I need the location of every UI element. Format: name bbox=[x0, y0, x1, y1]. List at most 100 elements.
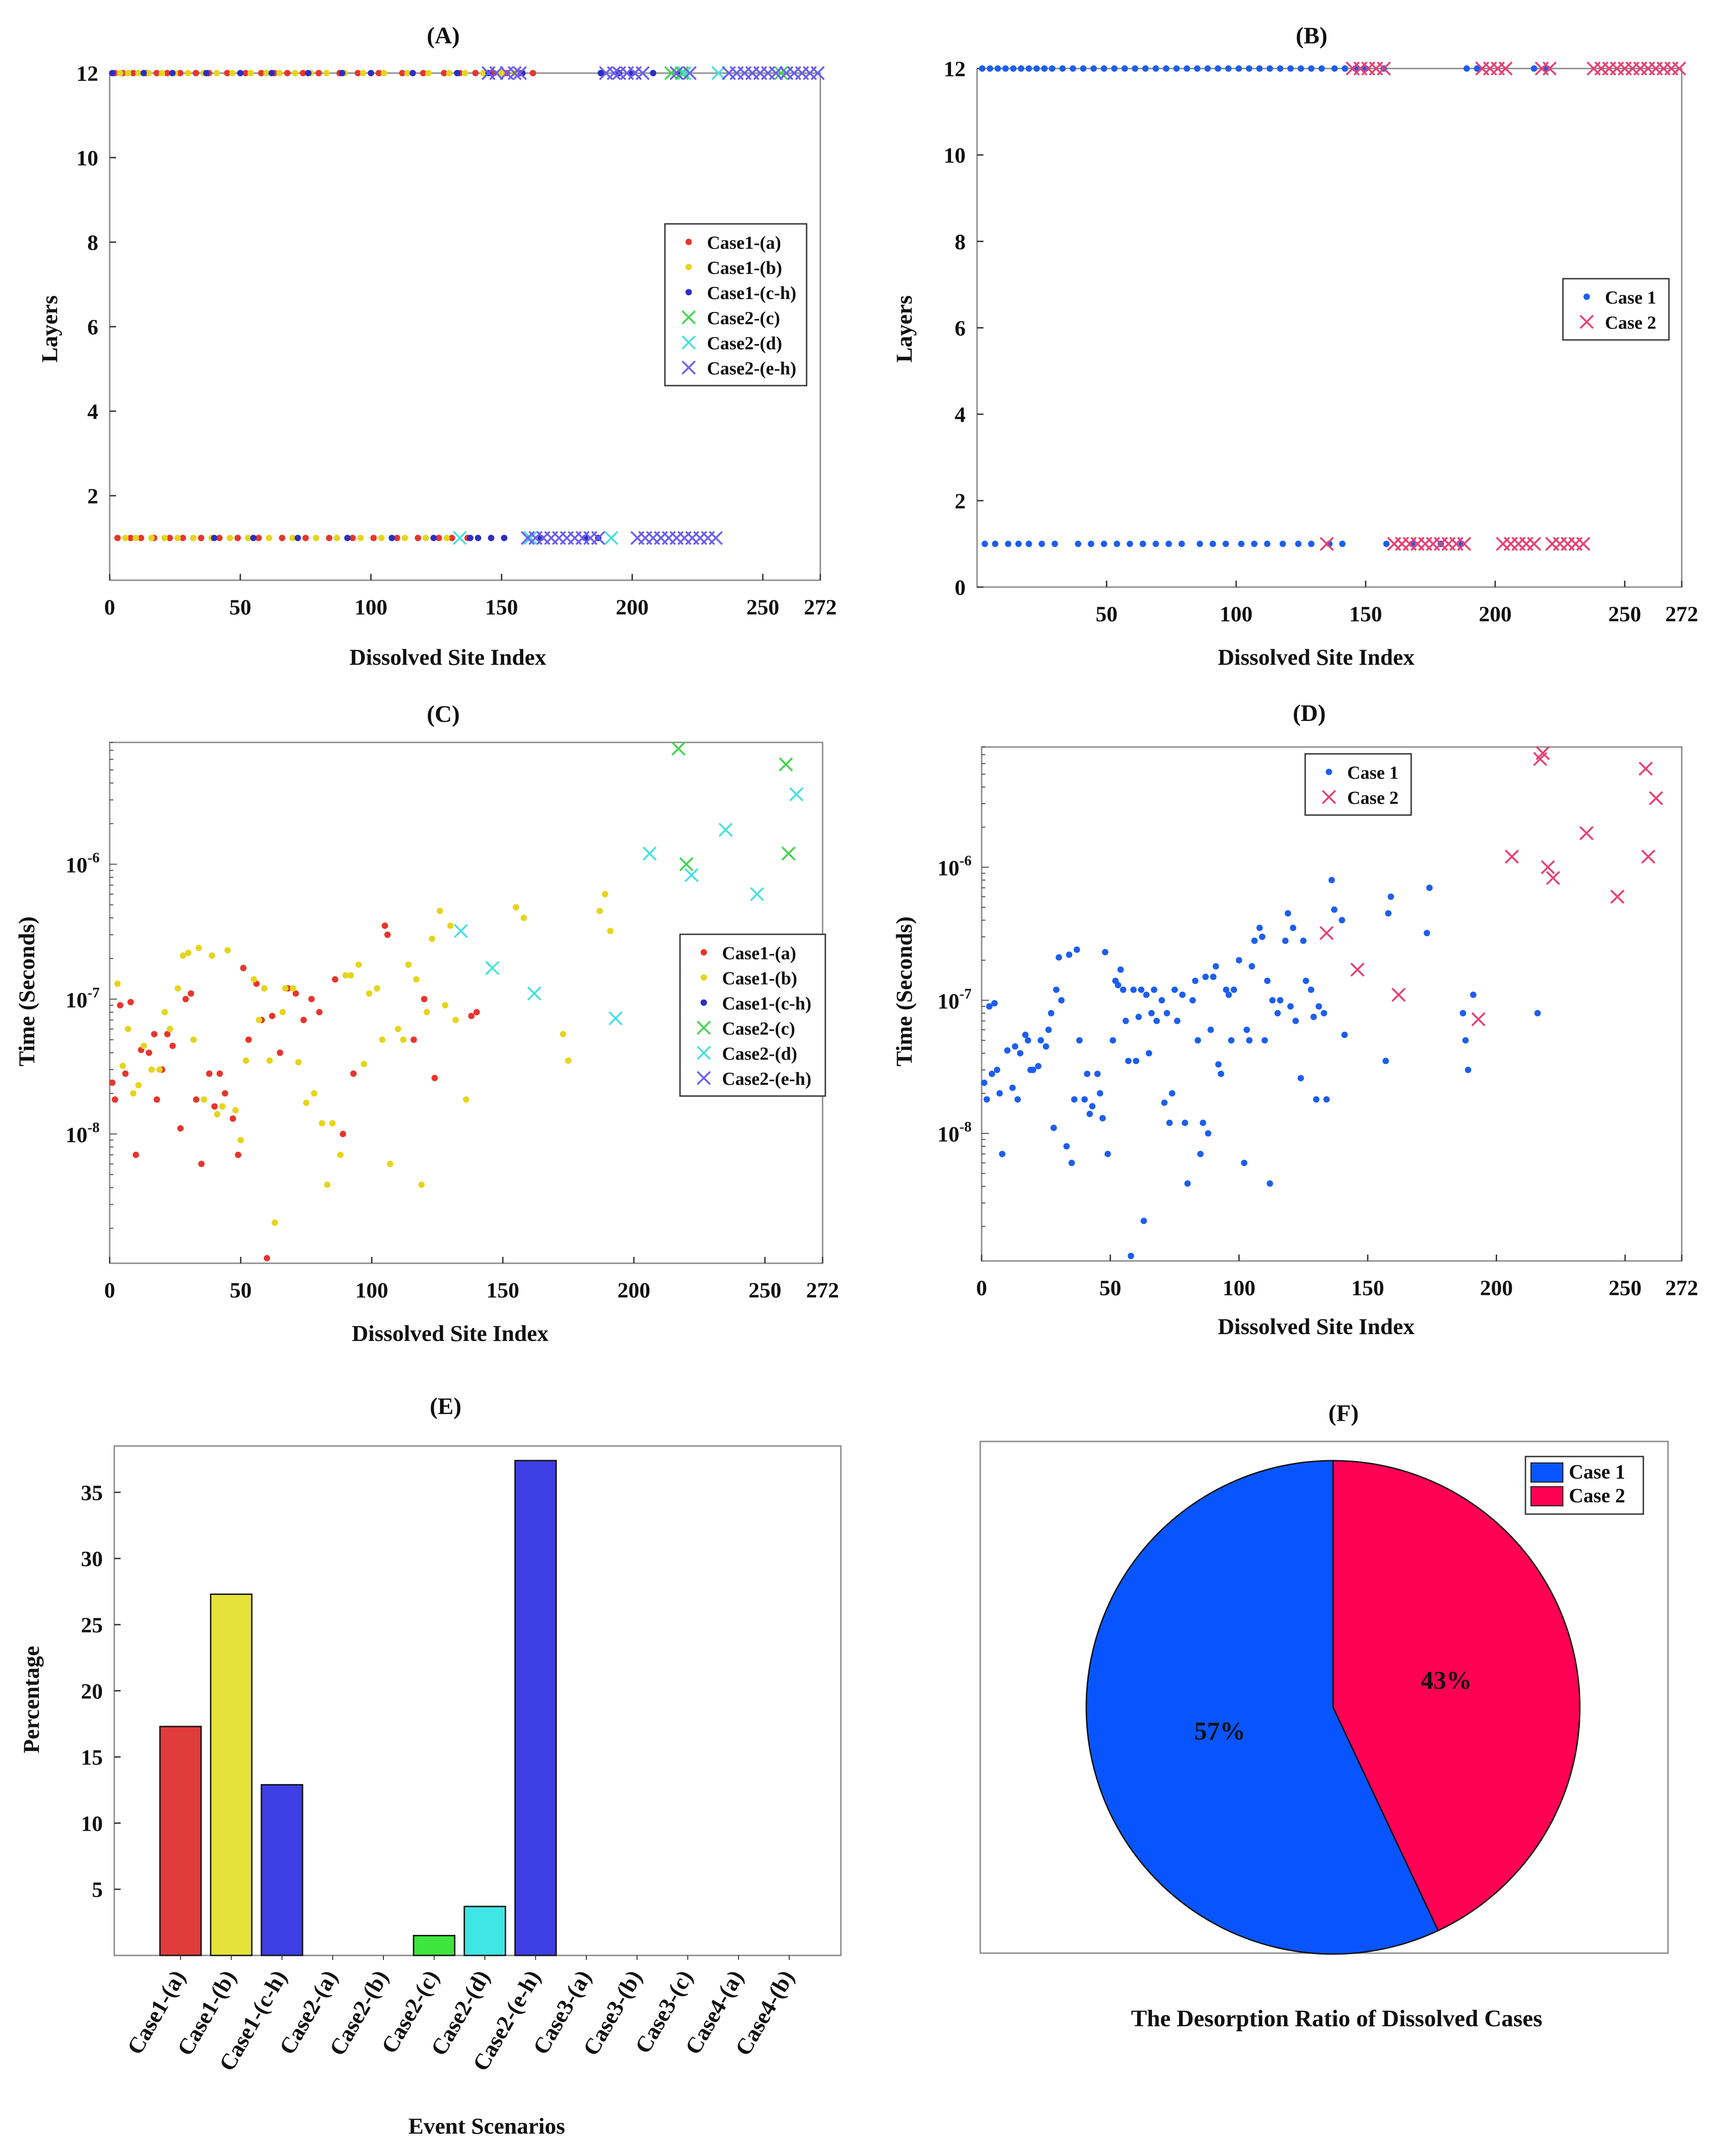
y-tick-label: 2 bbox=[87, 484, 98, 509]
data-point bbox=[402, 535, 409, 541]
data-point bbox=[203, 70, 210, 76]
y-tick-label: 10-8 bbox=[937, 1118, 972, 1147]
data-point bbox=[1073, 946, 1080, 953]
x-tick-label: 100 bbox=[355, 595, 388, 620]
data-point bbox=[1350, 962, 1365, 977]
data-point bbox=[1126, 540, 1133, 547]
data-point bbox=[418, 1181, 425, 1188]
data-point bbox=[1259, 933, 1265, 940]
legend-marker bbox=[701, 974, 707, 981]
data-point bbox=[1086, 1111, 1093, 1118]
legend-marker bbox=[696, 1021, 711, 1035]
data-point bbox=[1246, 65, 1253, 72]
legend-label: Case1-(a) bbox=[707, 233, 781, 253]
data-point bbox=[991, 1000, 998, 1006]
panel-C-legend: Case1-(a) Case1-(b) Case1-(c-h) Case2-(c) Ca… bbox=[679, 933, 826, 1097]
data-point bbox=[166, 1026, 173, 1033]
data-point bbox=[467, 535, 473, 541]
y-tick-label: 10 bbox=[81, 1812, 103, 1836]
data-point bbox=[441, 70, 447, 76]
data-point bbox=[1266, 65, 1273, 72]
data-point bbox=[109, 1079, 116, 1086]
data-point bbox=[1610, 890, 1625, 904]
panel-B-title: (B) bbox=[1296, 23, 1327, 49]
data-point bbox=[122, 1070, 129, 1077]
legend-label: Case2-(e-h) bbox=[722, 1069, 812, 1089]
data-point bbox=[148, 1066, 155, 1073]
data-point bbox=[789, 787, 804, 801]
data-point bbox=[981, 1079, 988, 1086]
data-point bbox=[1209, 540, 1216, 547]
data-point bbox=[379, 1036, 386, 1043]
data-point bbox=[1014, 1096, 1021, 1103]
panel-A-y-axis-label: Layers bbox=[37, 295, 62, 362]
panel-A-series-case2-e-h- bbox=[481, 66, 825, 545]
data-point bbox=[1462, 1037, 1469, 1044]
data-point bbox=[1184, 65, 1190, 72]
data-point bbox=[513, 66, 527, 80]
data-point bbox=[1210, 974, 1217, 980]
data-point bbox=[1376, 61, 1391, 76]
data-point bbox=[208, 952, 215, 959]
data-point bbox=[1236, 957, 1243, 964]
data-point bbox=[112, 1096, 118, 1103]
bar-case1-c-h- bbox=[260, 1784, 303, 1956]
data-point bbox=[1269, 997, 1276, 1004]
data-point bbox=[1153, 65, 1159, 72]
data-point bbox=[394, 1026, 401, 1033]
data-point bbox=[234, 535, 241, 541]
data-point bbox=[986, 1003, 993, 1010]
data-point bbox=[1142, 65, 1149, 72]
data-point bbox=[1238, 540, 1245, 547]
data-point bbox=[404, 70, 411, 76]
data-point bbox=[1005, 540, 1012, 547]
y-tick-base: 10 bbox=[65, 853, 87, 878]
data-point bbox=[1121, 65, 1128, 72]
data-point bbox=[1579, 826, 1594, 841]
data-point bbox=[130, 70, 137, 76]
x-tick-label: 272 bbox=[1665, 1276, 1698, 1300]
x-tick-label: 200 bbox=[1480, 1276, 1513, 1300]
x-tick-label: 272 bbox=[806, 1278, 839, 1303]
data-point bbox=[1307, 986, 1314, 993]
data-point bbox=[1194, 65, 1201, 72]
data-point bbox=[1474, 65, 1481, 72]
data-point bbox=[1140, 1218, 1147, 1224]
data-point bbox=[1099, 1115, 1106, 1122]
data-point bbox=[779, 757, 793, 772]
data-point bbox=[1033, 65, 1040, 72]
data-point bbox=[405, 961, 412, 968]
legend-marker bbox=[1583, 293, 1590, 300]
panel-D-y-axis-label: Time (Seconds) bbox=[891, 916, 917, 1066]
data-point bbox=[521, 915, 527, 922]
panel-D-frame bbox=[981, 746, 1683, 1262]
data-point bbox=[242, 70, 249, 76]
y-tick-label: 10-7 bbox=[937, 985, 972, 1013]
data-point bbox=[1171, 986, 1178, 993]
legend-marker bbox=[701, 949, 707, 956]
data-point bbox=[1277, 997, 1284, 1004]
legend-marker bbox=[1579, 315, 1594, 329]
x-tick-label: 272 bbox=[804, 595, 837, 620]
data-point bbox=[374, 985, 380, 992]
data-point bbox=[290, 985, 297, 992]
data-point bbox=[774, 66, 788, 80]
data-point bbox=[1148, 1010, 1155, 1017]
data-point bbox=[109, 70, 116, 76]
data-point bbox=[1212, 963, 1219, 970]
legend-label: Case1-(c-h) bbox=[722, 993, 812, 1014]
data-point bbox=[180, 952, 186, 959]
data-point bbox=[1146, 1050, 1153, 1057]
data-point bbox=[1308, 540, 1315, 547]
data-point bbox=[1200, 1119, 1206, 1126]
x-tick-label: 0 bbox=[104, 1278, 115, 1303]
data-point bbox=[1465, 1066, 1472, 1073]
data-point bbox=[635, 66, 650, 80]
data-point bbox=[400, 1036, 407, 1043]
panel-C-x-axis-label: Dissolved Site Index bbox=[352, 1320, 549, 1346]
data-point bbox=[987, 65, 994, 72]
data-point bbox=[135, 1082, 142, 1089]
data-point bbox=[378, 535, 385, 541]
data-point bbox=[1235, 65, 1242, 72]
